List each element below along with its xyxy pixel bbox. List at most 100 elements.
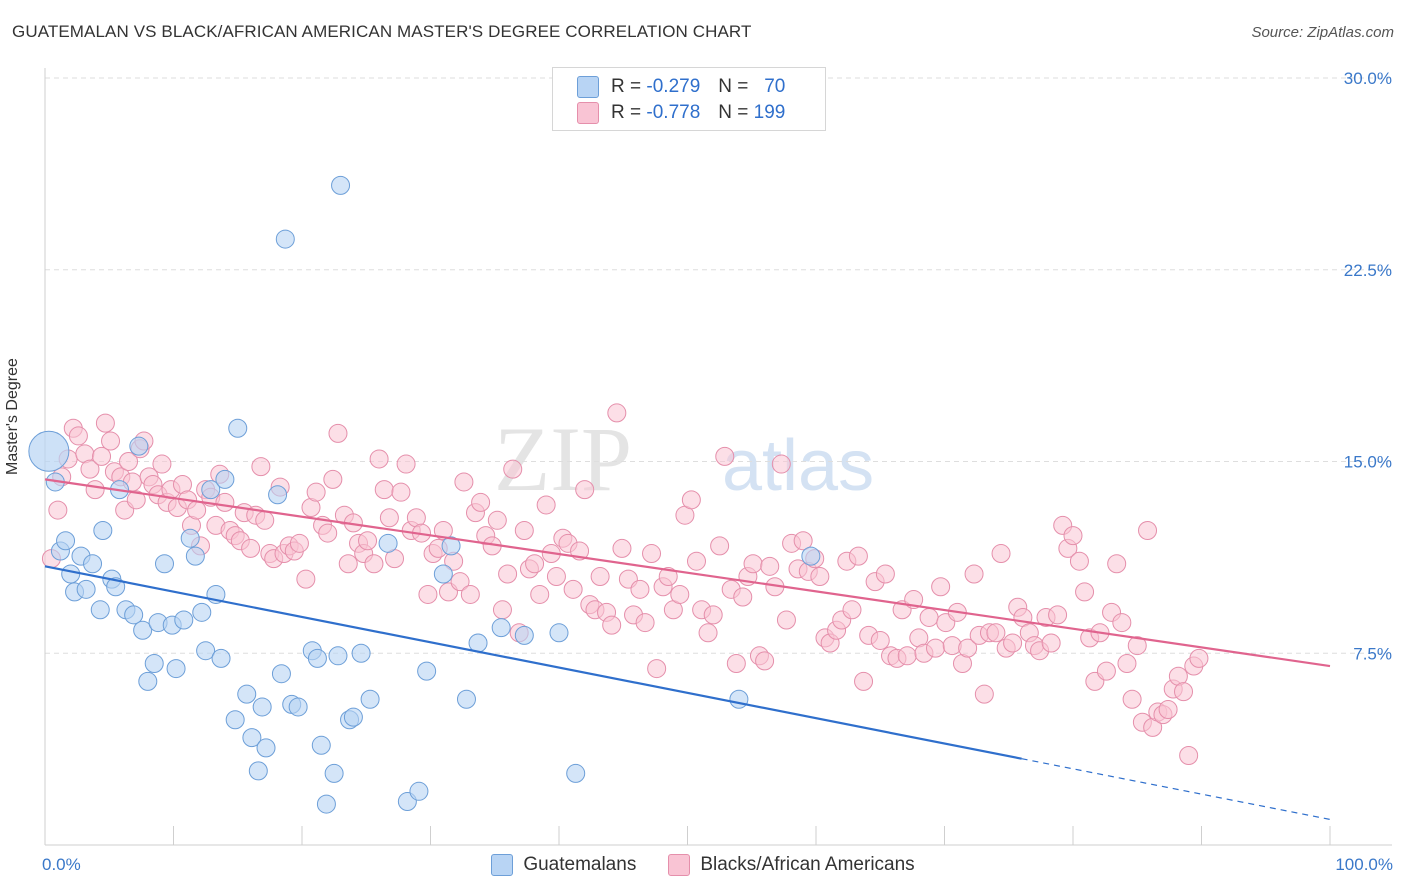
data-point-black-african-american [986,623,1006,643]
watermark: ZIP atlas [494,408,874,510]
legend-item-blacks-african-americans[interactable]: Blacks/African Americans [668,852,915,878]
data-point-black-african-american [575,480,595,500]
data-point-black-african-american [602,615,622,635]
data-point-black-african-american [328,423,348,443]
data-point-black-african-american [358,531,378,551]
data-point-black-african-american [793,531,813,551]
data-point-black-african-american [101,431,121,451]
data-point-guatemalan [155,554,175,574]
data-point-black-african-american [68,426,88,446]
data-point-black-african-american [85,480,105,500]
data-point-black-african-american [755,651,775,671]
data-point-black-african-american [1107,554,1127,574]
data-point-black-african-american [563,579,583,599]
data-point-black-african-american [536,495,556,515]
y-tick-label: 7.5% [1353,644,1392,663]
chart-title: GUATEMALAN VS BLACK/AFRICAN AMERICAN MAS… [12,22,752,41]
data-point-black-african-american [1096,661,1116,681]
data-point-guatemalan [409,781,429,801]
data-point-black-african-american [1138,521,1158,541]
data-point-black-african-american [1127,636,1147,656]
data-point-black-african-american [338,554,358,574]
data-point-guatemalan [166,659,186,679]
data-point-black-african-american [306,482,326,502]
data-point-black-african-american [590,567,610,587]
data-point-guatemalan [331,175,351,195]
data-point-black-african-american [848,546,868,566]
data-point-black-african-american [760,556,780,576]
x-tick-label-min: 0.0% [42,855,81,874]
data-point-black-african-american [289,533,309,553]
data-point-black-african-american [681,490,701,510]
data-point-black-african-american [1048,605,1068,625]
data-point-black-african-american [374,480,394,500]
trend-lines [44,478,1331,821]
data-point-guatemalan [61,564,81,584]
data-point-guatemalan [801,546,821,566]
data-point-black-african-american [255,510,275,530]
data-point-black-african-american [487,510,507,530]
legend-swatch-blue [577,76,599,98]
data-point-black-african-american [926,638,946,658]
data-point-guatemalan [271,664,291,684]
data-point-black-african-american [776,610,796,630]
r-label: R = [611,76,642,97]
data-point-black-african-american [364,554,384,574]
data-point-guatemalan [343,707,363,727]
y-tick-label: 15.0% [1344,453,1392,472]
data-point-black-african-american [771,454,791,474]
n-value: 199 [753,102,786,123]
data-point-black-african-american [974,684,994,704]
data-point-black-african-american [1041,633,1061,653]
data-point-black-african-american [991,544,1011,564]
data-point-black-african-american [546,567,566,587]
data-point-guatemalan [360,689,380,709]
data-point-black-african-american [1069,551,1089,571]
data-point-black-african-american [630,579,650,599]
data-point-guatemalan [180,528,200,548]
series-legend: Guatemalans Blacks/African Americans [0,852,1406,878]
points-blacks-african-americans [41,403,1209,766]
data-point-black-african-american [635,613,655,633]
data-point-guatemalan [242,728,262,748]
data-point-black-african-american [92,446,112,466]
legend-swatch-pink [668,854,691,876]
gridlines [45,77,1392,654]
data-point-guatemalan [174,610,194,630]
data-point-black-african-american [703,605,723,625]
n-label: N = [718,102,749,123]
data-point-guatemalan [252,697,272,717]
data-point-black-african-american [492,600,512,620]
data-point-black-african-american [1003,633,1023,653]
data-point-guatemalan [256,738,276,758]
data-point-guatemalan [138,671,158,691]
data-point-black-african-american [919,607,939,627]
data-point-black-african-american [95,413,115,433]
n-label: N = [718,76,749,97]
data-point-black-african-american [647,659,667,679]
data-point-black-african-american [875,564,895,584]
r-value: -0.279 [646,76,701,97]
data-point-guatemalan [566,763,586,783]
data-point-black-african-american [391,482,411,502]
data-point-black-african-american [296,569,316,589]
legend-item-guatemalans[interactable]: Guatemalans [491,852,636,878]
data-point-black-african-american [658,567,678,587]
stats-row-blacks-african-americans: R = -0.778 N = 199 [577,101,785,125]
data-point-guatemalan [129,436,149,456]
data-point-black-african-american [450,572,470,592]
trend-line-guatemalans [44,565,1022,760]
data-point-black-african-american [503,459,523,479]
data-point-black-african-american [471,492,491,512]
data-point-black-african-american [80,459,100,479]
data-point-black-african-american [686,551,706,571]
data-point-guatemalan [378,533,398,553]
trend-line-blacks-african-americans [44,478,1331,668]
watermark-atlas: atlas [722,426,874,506]
data-point-guatemalan [456,689,476,709]
data-point-guatemalan [351,643,371,663]
stats-legend: R = -0.279 N = 70 R = -0.778 N = 199 [552,67,826,131]
data-point-black-african-american [318,523,338,543]
data-point-black-african-american [323,469,343,489]
data-point-black-african-american [48,500,68,520]
